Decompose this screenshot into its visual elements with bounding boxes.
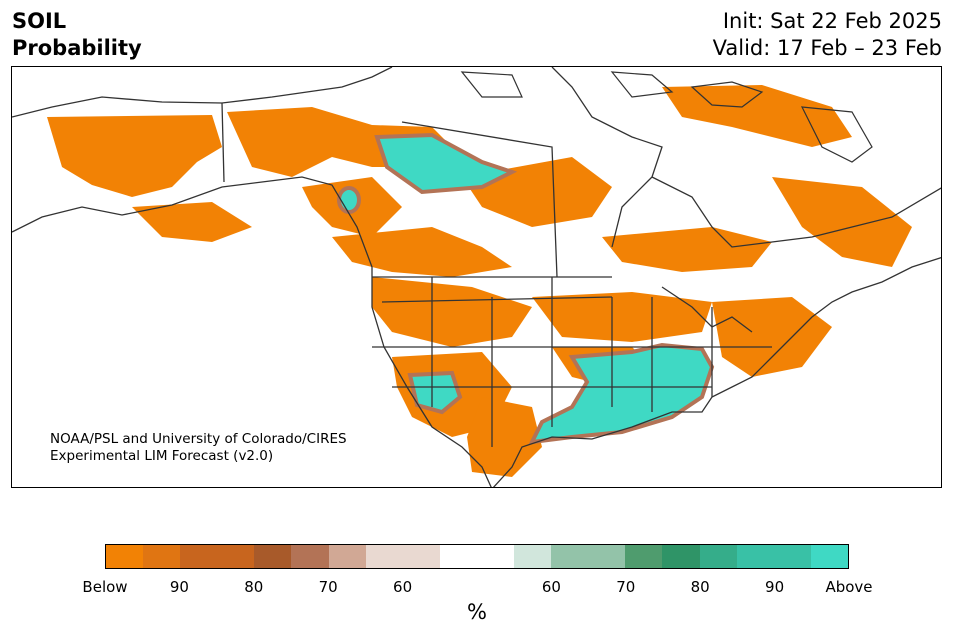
title-variable: SOIL bbox=[12, 9, 67, 33]
colorbar-tick-label: 60 bbox=[541, 578, 561, 596]
colorbar-segment bbox=[588, 545, 626, 568]
valid-range: Valid: 17 Feb – 23 Feb bbox=[712, 36, 942, 60]
colorbar-segment bbox=[625, 545, 663, 568]
data-credit: NOAA/PSL and University of Colorado/CIRE… bbox=[50, 431, 347, 465]
colorbar-segment bbox=[217, 545, 255, 568]
probability-colorbar bbox=[105, 544, 849, 569]
map-title: SOIL Probability bbox=[12, 8, 142, 62]
colorbar-segment bbox=[180, 545, 218, 568]
title-subtitle: Probability bbox=[12, 36, 142, 60]
colorbar-tick-label: 90 bbox=[169, 578, 189, 596]
colorbar-tick-label: 90 bbox=[765, 578, 785, 596]
credit-line-2: Experimental LIM Forecast (v2.0) bbox=[50, 448, 274, 464]
forecast-dates: Init: Sat 22 Feb 2025 Valid: 17 Feb – 23… bbox=[713, 8, 942, 62]
colorbar-segment bbox=[810, 545, 848, 568]
init-date: Init: Sat 22 Feb 2025 bbox=[722, 9, 942, 33]
colorbar-segment bbox=[476, 545, 515, 568]
coastlines-and-borders bbox=[12, 67, 941, 487]
colorbar-segment bbox=[365, 545, 403, 568]
forecast-map bbox=[12, 67, 941, 487]
islands bbox=[460, 71, 873, 163]
colorbar-tick-label: 70 bbox=[616, 578, 636, 596]
colorbar-segment bbox=[662, 545, 700, 568]
colorbar-segment bbox=[254, 545, 292, 568]
colorbar-segment bbox=[439, 545, 477, 568]
colorbar-segment bbox=[514, 545, 552, 568]
colorbar-tick-label: 80 bbox=[244, 578, 264, 596]
colorbar-segment bbox=[551, 545, 589, 568]
above-probability-regions bbox=[337, 132, 715, 445]
colorbar-segment bbox=[773, 545, 811, 568]
colorbar-segment bbox=[291, 545, 329, 568]
colorbar-segment bbox=[143, 545, 181, 568]
colorbar-segment bbox=[699, 545, 737, 568]
colorbar-tick-label: 60 bbox=[393, 578, 413, 596]
colorbar-segment bbox=[106, 545, 144, 568]
below-probability-regions bbox=[47, 85, 912, 477]
colorbar-segment bbox=[328, 545, 366, 568]
credit-line-1: NOAA/PSL and University of Colorado/CIRE… bbox=[50, 431, 347, 447]
colorbar-tick-label: Above bbox=[825, 578, 873, 596]
colorbar-tick-label: 70 bbox=[318, 578, 338, 596]
colorbar-segment bbox=[736, 545, 774, 568]
colorbar-segment bbox=[402, 545, 440, 568]
colorbar-tick-label: Below bbox=[82, 578, 128, 596]
colorbar-tick-label: 80 bbox=[690, 578, 710, 596]
map-panel: NOAA/PSL and University of Colorado/CIRE… bbox=[11, 66, 942, 488]
colorbar-unit-label: % bbox=[467, 600, 487, 624]
